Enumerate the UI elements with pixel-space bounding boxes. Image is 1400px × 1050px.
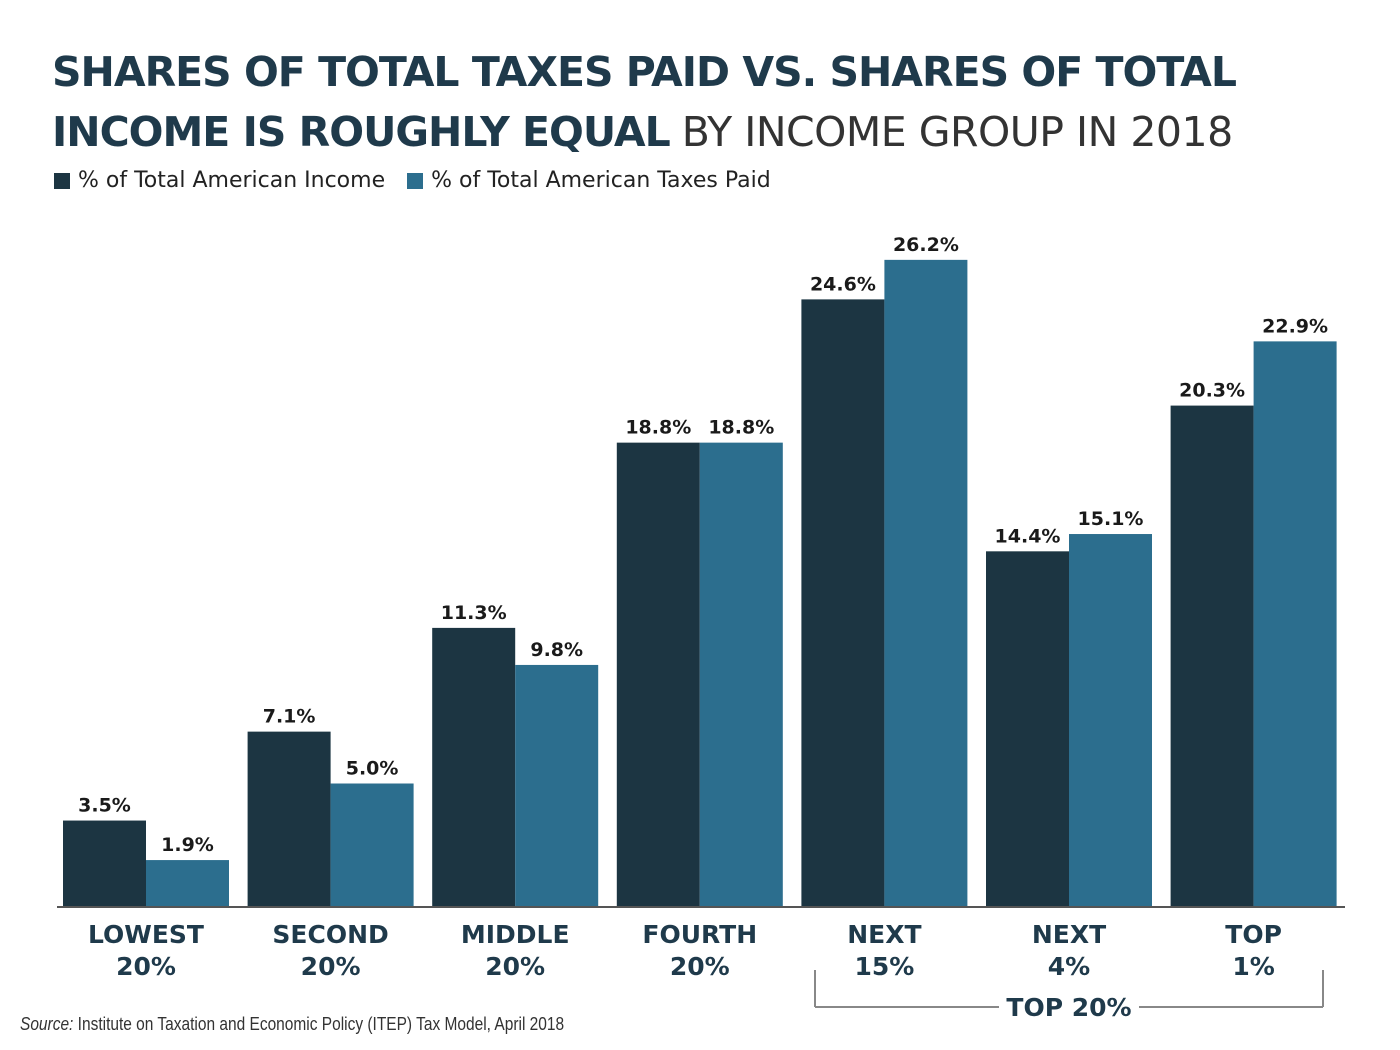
value-label-taxes-2: 9.8%	[530, 639, 583, 661]
legend-label-income: % of Total American Income	[78, 168, 386, 193]
legend-item-taxes: % of Total American Taxes Paid	[407, 168, 771, 193]
legend-label-taxes: % of Total American Taxes Paid	[431, 168, 771, 193]
category-label-5-line-2: 4%	[1048, 952, 1090, 981]
bar-income-3	[616, 442, 700, 907]
value-label-income-0: 3.5%	[78, 795, 131, 817]
bar-taxes-1	[330, 783, 414, 907]
bar-income-6	[1170, 405, 1254, 907]
value-label-taxes-4: 26.2%	[893, 234, 959, 256]
bar-income-2	[432, 627, 516, 907]
category-label-4-line-2: 15%	[854, 952, 914, 981]
bar-taxes-5	[1069, 534, 1152, 907]
category-label-4-line-1: NEXT	[847, 920, 921, 949]
chart-title-line-1: SHARES OF TOTAL TAXES PAID VS. SHARES OF…	[52, 48, 1237, 96]
value-label-taxes-6: 22.9%	[1262, 315, 1328, 337]
value-label-income-3: 18.8%	[625, 417, 691, 439]
legend-item-income: % of Total American Income	[54, 168, 385, 193]
bar-income-4	[801, 299, 885, 907]
value-label-income-2: 11.3%	[441, 602, 507, 624]
category-label-1-line-2: 20%	[301, 952, 361, 981]
value-label-income-1: 7.1%	[263, 706, 316, 728]
category-label-2-line-1: MIDDLE	[461, 920, 570, 949]
bar-taxes-6	[1253, 341, 1337, 907]
category-label-1-line-1: SECOND	[272, 920, 388, 949]
value-label-taxes-1: 5.0%	[346, 758, 399, 780]
category-label-3-line-1: FOURTH	[642, 920, 757, 949]
value-label-income-5: 14.4%	[995, 525, 1061, 547]
value-label-taxes-3: 18.8%	[708, 417, 774, 439]
bar-income-5	[986, 551, 1069, 907]
category-label-3-line-2: 20%	[670, 952, 730, 981]
legend-swatch-income	[54, 172, 70, 189]
group-label-top-20: TOP 20%	[1006, 993, 1131, 1022]
legend-swatch-taxes	[407, 172, 424, 189]
bar-taxes-3	[699, 442, 783, 907]
bar-income-0	[63, 820, 146, 907]
bar-taxes-0	[146, 860, 229, 907]
chart-subtitle: BY INCOME GROUP IN 2018	[681, 108, 1233, 156]
bar-income-1	[247, 731, 331, 907]
value-label-income-4: 24.6%	[810, 273, 876, 295]
value-label-taxes-5: 15.1%	[1078, 508, 1144, 530]
category-label-6-line-2: 1%	[1232, 952, 1274, 981]
value-label-taxes-0: 1.9%	[161, 834, 214, 856]
source-note: Source: Institute on Taxation and Econom…	[20, 1014, 564, 1035]
bar-taxes-4	[884, 259, 968, 907]
chart-title-line-2: INCOME IS ROUGHLY EQUAL BY INCOME GROUP I…	[52, 112, 1233, 153]
source-prefix: Source:	[20, 1014, 74, 1034]
category-label-0-line-2: 20%	[116, 952, 176, 981]
legend: % of Total American Income % of Total Am…	[54, 168, 793, 193]
value-label-income-6: 20.3%	[1179, 380, 1245, 402]
chart-title-line-2-text: INCOME IS ROUGHLY EQUAL	[52, 108, 671, 156]
category-label-0-line-1: LOWEST	[88, 920, 204, 949]
category-label-2-line-2: 20%	[485, 952, 545, 981]
category-label-5-line-1: NEXT	[1032, 920, 1106, 949]
source-text: Institute on Taxation and Economic Polic…	[77, 1014, 565, 1034]
bar-taxes-2	[515, 664, 599, 907]
category-label-6-line-1: TOP	[1225, 920, 1282, 949]
